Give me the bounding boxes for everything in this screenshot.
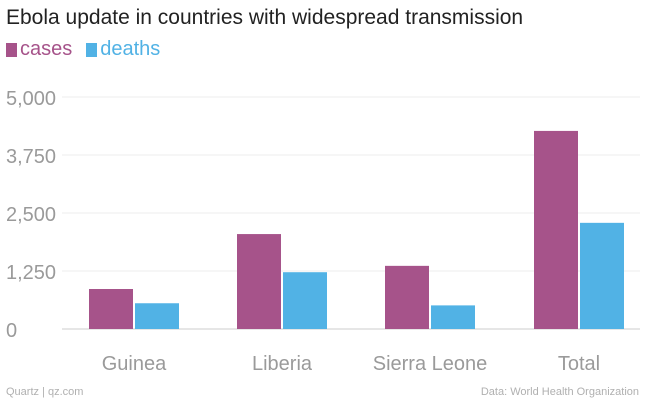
y-tick-label: 2,500 (6, 204, 56, 226)
y-tick-label: 3,750 (6, 146, 56, 168)
bar-cases (89, 289, 133, 329)
legend-label-deaths: deaths (100, 38, 161, 60)
bar-deaths (135, 303, 179, 329)
bar-cases (237, 234, 281, 329)
bar-deaths (431, 305, 475, 329)
bar-cases (534, 130, 578, 329)
source-credit: Quartz | qz.com (6, 386, 84, 398)
bar-deaths (580, 222, 624, 329)
legend-swatch-cases (6, 42, 17, 57)
y-tick-label: 5,000 (6, 88, 56, 110)
legend: cases deaths (6, 38, 160, 61)
x-tick-label: Total (558, 353, 600, 375)
data-source: Data: World Health Organization (480, 386, 639, 398)
y-tick-label: 0 (6, 320, 17, 342)
legend-item-cases: cases (6, 38, 72, 61)
bar-cases (385, 265, 429, 329)
chart-title: Ebola update in countries with widesprea… (6, 6, 524, 29)
legend-label-cases: cases (20, 38, 73, 60)
x-tick-label: Sierra Leone (373, 353, 488, 375)
bar-deaths (283, 272, 327, 329)
x-tick-label: Guinea (102, 353, 167, 375)
legend-swatch-deaths (86, 42, 98, 57)
legend-item-deaths: deaths (86, 38, 160, 61)
x-tick-label: Liberia (252, 353, 313, 375)
y-tick-label: 1,250 (6, 262, 56, 284)
